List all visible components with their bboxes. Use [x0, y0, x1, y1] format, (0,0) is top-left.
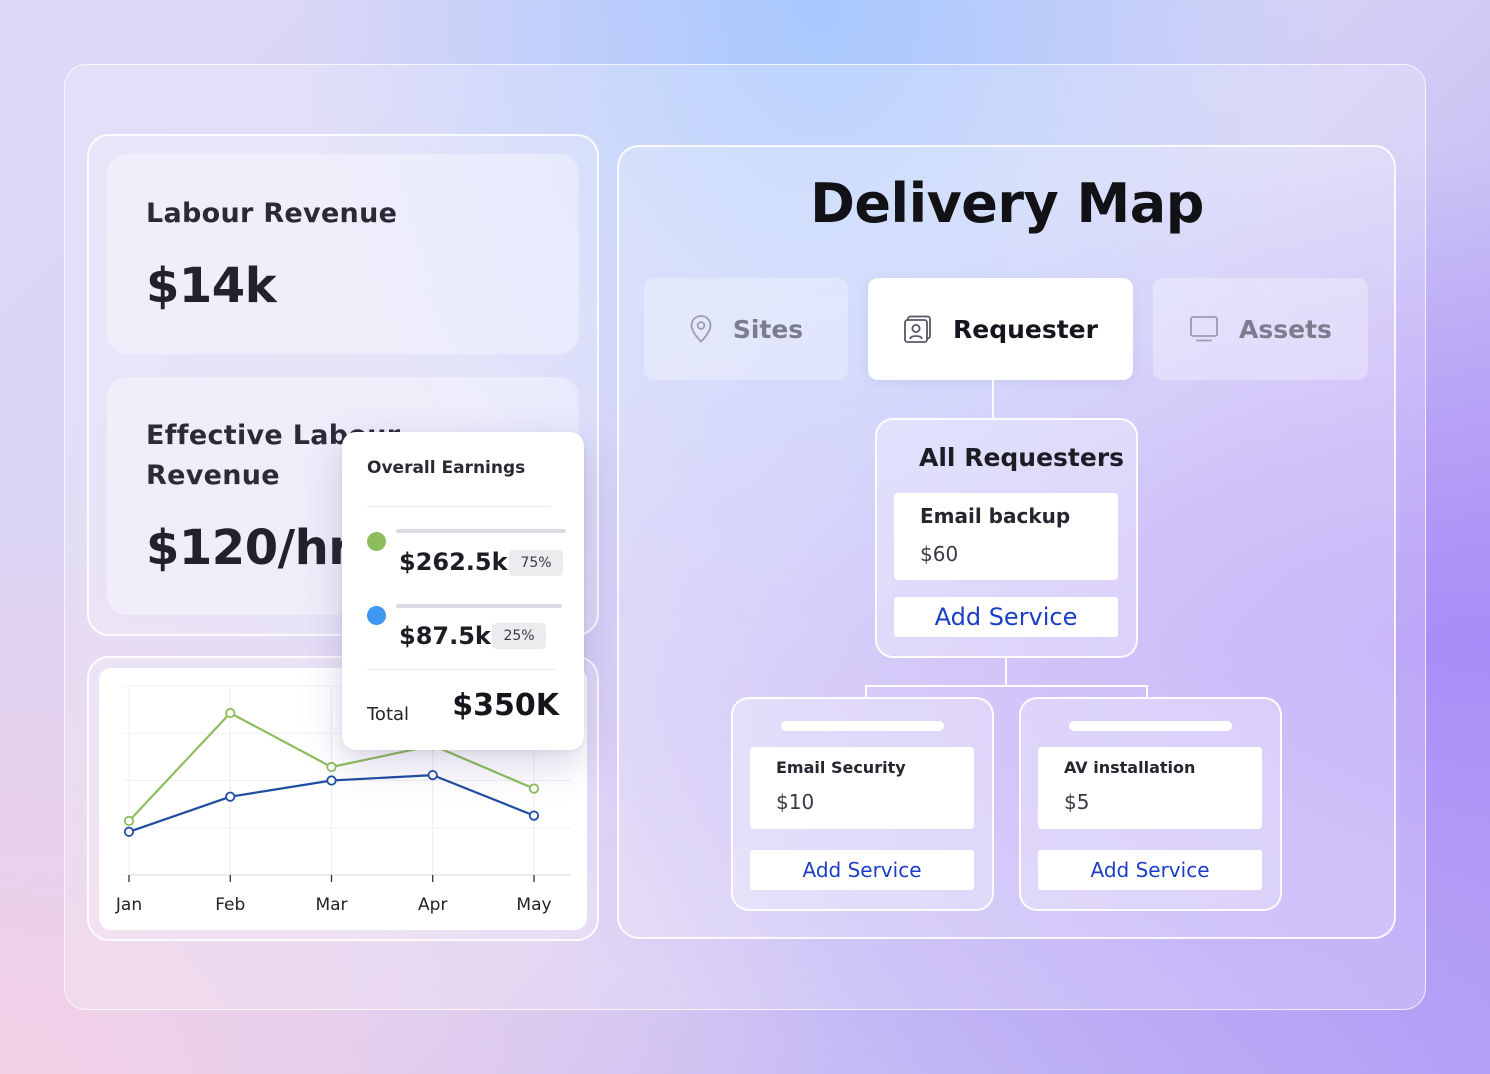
contact-card-icon [904, 315, 931, 343]
tab-requester[interactable]: Requester [868, 278, 1133, 380]
earnings-bar-2 [396, 604, 562, 608]
series-dot-blue [367, 606, 386, 625]
tab-assets[interactable]: Assets [1153, 278, 1368, 380]
connector-line [992, 380, 994, 418]
add-service-button[interactable]: Add Service [750, 850, 974, 890]
earnings-amount-1: $262.5k [399, 548, 508, 576]
x-tick-label: Apr [418, 895, 447, 915]
service-name: Email Security [776, 758, 906, 777]
placeholder-pill [1069, 721, 1232, 731]
data-point [326, 775, 337, 786]
service-name: AV installation [1064, 758, 1196, 777]
popup-title: Overall Earnings [367, 458, 526, 478]
effective-labour-revenue-value: $120/hr [146, 520, 352, 576]
add-service-button[interactable]: Add Service [894, 597, 1118, 637]
service-price: $5 [1064, 790, 1090, 814]
connector-line [865, 685, 1148, 687]
tab-assets-label: Assets [1239, 314, 1332, 344]
monitor-icon [1190, 316, 1218, 342]
data-point [225, 707, 236, 719]
divider [367, 506, 551, 507]
service-card [894, 493, 1118, 580]
connector-line [865, 685, 867, 697]
connector-line [1146, 685, 1148, 697]
labour-revenue-card [107, 154, 579, 354]
x-tick-label: May [516, 895, 551, 915]
data-point [528, 810, 540, 821]
data-point [123, 815, 135, 827]
labour-revenue-value: $14k [146, 258, 277, 314]
series-dot-green [367, 532, 386, 551]
service-price: $10 [776, 790, 815, 814]
x-tick-label: Jan [115, 895, 142, 915]
divider [367, 669, 555, 670]
tab-sites[interactable]: Sites [644, 278, 848, 380]
earnings-bar-1 [396, 529, 566, 533]
labour-revenue-label: Labour Revenue [146, 198, 398, 229]
all-requesters-title: All Requesters [919, 443, 1125, 472]
connector-line [1005, 657, 1007, 686]
location-pin-icon [690, 315, 712, 343]
service-price: $60 [920, 542, 959, 566]
service-name: Email backup [920, 504, 1071, 528]
add-service-button[interactable]: Add Service [1038, 850, 1262, 890]
data-point [123, 826, 135, 837]
data-point [225, 791, 236, 802]
data-point [326, 761, 337, 773]
earnings-percent-2: 25% [492, 623, 546, 649]
total-value: $350K [452, 688, 559, 723]
total-label: Total [367, 704, 410, 725]
effective-labour-revenue-label-line2: Revenue [146, 460, 280, 491]
service-card [750, 747, 974, 829]
data-point [528, 783, 540, 794]
x-tick-label: Feb [215, 895, 245, 915]
page-title: Delivery Map [810, 172, 1204, 235]
overall-earnings-popup: Overall Earnings $262.5k 75% $87.5k 25% … [342, 432, 584, 750]
placeholder-pill [781, 721, 944, 731]
tab-sites-label: Sites [732, 314, 804, 344]
effective-labour-revenue-label: Effective Labour Revenue [146, 416, 400, 496]
earnings-amount-2: $87.5k [399, 622, 491, 650]
data-point [427, 770, 438, 781]
service-card [1038, 747, 1262, 829]
x-tick-label: Mar [315, 895, 347, 915]
tab-requester-label: Requester [953, 314, 1098, 344]
earnings-percent-1: 75% [509, 550, 563, 576]
